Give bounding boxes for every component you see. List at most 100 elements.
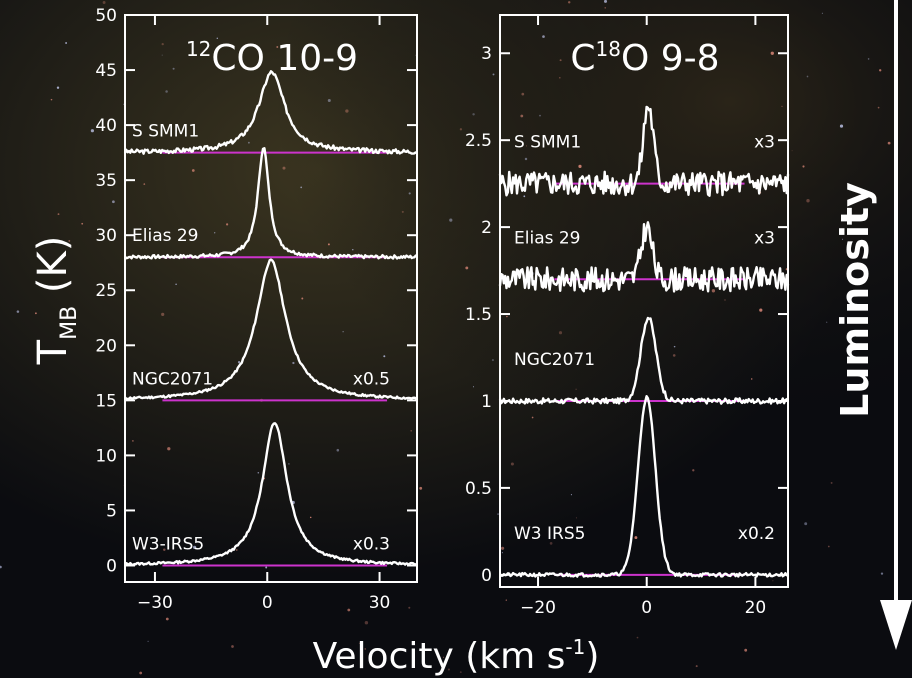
- star: [276, 46, 279, 48]
- y-tick-label: 1: [481, 392, 492, 412]
- star: [364, 621, 369, 625]
- star: [877, 106, 880, 109]
- x-tick-label: −20: [520, 598, 556, 618]
- star: [81, 222, 84, 225]
- star: [68, 239, 71, 242]
- star: [90, 129, 94, 133]
- panel-title-left: 12CO 10-9: [186, 37, 358, 79]
- star: [492, 73, 495, 76]
- star: [804, 522, 808, 526]
- star: [781, 105, 783, 108]
- star: [265, 566, 268, 569]
- star: [791, 150, 793, 152]
- star: [578, 164, 582, 168]
- star: [772, 580, 774, 582]
- star: [559, 77, 561, 79]
- spectrum-line: [124, 422, 418, 567]
- star: [419, 486, 423, 490]
- star: [567, 1, 571, 4]
- star: [575, 517, 577, 519]
- star: [634, 536, 638, 540]
- star: [408, 606, 411, 609]
- title-molecule: O 9-8: [621, 38, 720, 79]
- y-tick-label: 25: [95, 281, 117, 301]
- star: [161, 54, 163, 56]
- star: [214, 232, 216, 234]
- star: [342, 331, 344, 333]
- star: [288, 463, 290, 465]
- star: [521, 92, 525, 96]
- star: [257, 471, 260, 474]
- source-label: Elias 29: [132, 226, 199, 246]
- luminosity-label: Luminosity: [833, 182, 877, 418]
- star: [531, 416, 534, 419]
- star: [401, 210, 404, 213]
- scale-factor-label: x0.3: [353, 534, 390, 554]
- star: [50, 98, 53, 101]
- spectrum-line: [124, 147, 418, 260]
- star: [112, 200, 115, 204]
- x-label-sup: -1: [565, 635, 585, 659]
- star: [558, 356, 560, 358]
- star: [575, 388, 577, 390]
- star: [192, 545, 197, 550]
- y-tick-label: 0: [106, 556, 117, 576]
- star: [336, 448, 340, 452]
- luminosity-arrow-head: [880, 600, 912, 650]
- star: [132, 440, 134, 442]
- spectrum-line: [498, 105, 790, 197]
- y-tick-label: 0.5: [465, 479, 492, 499]
- star: [327, 98, 331, 103]
- star: [147, 640, 149, 643]
- y-tick-label: 2.5: [465, 131, 492, 151]
- star: [501, 546, 505, 550]
- star: [442, 656, 444, 658]
- star: [226, 223, 229, 226]
- star: [839, 124, 844, 128]
- star: [672, 354, 676, 357]
- star: [449, 218, 453, 222]
- star: [880, 572, 884, 575]
- scale-factor-label: x3: [754, 133, 775, 153]
- y-tick-label: 1.5: [465, 305, 492, 325]
- x-tick-label: 0: [641, 598, 652, 618]
- star: [887, 141, 891, 145]
- y-label-sub: MB: [57, 306, 82, 340]
- star: [497, 513, 500, 516]
- star: [501, 552, 503, 554]
- star: [879, 69, 882, 72]
- star: [842, 238, 843, 240]
- star: [0, 565, 2, 569]
- star: [248, 141, 250, 144]
- star: [826, 321, 828, 323]
- x-tick-label: 20: [745, 598, 767, 618]
- star: [491, 359, 494, 362]
- spectrum-line: [124, 258, 418, 401]
- panel-c18o: 0 0.5 1 1.5 2 2.5 3 −20 0 20 S SMM1 x3 Elias 29 x3 NG…: [465, 14, 790, 618]
- y-tick-label: 5: [106, 501, 117, 521]
- star: [559, 59, 562, 62]
- title-molecule: CO 10-9: [211, 38, 358, 79]
- star: [358, 642, 360, 644]
- star: [510, 462, 514, 466]
- spectrum-line: [500, 395, 789, 578]
- y-label-unit: (K): [30, 236, 76, 306]
- panel-12co: 0 5 10 15 20 25 30 35 40 45 50 −30 0 30 S SMM1 Elias 2…: [95, 6, 418, 613]
- source-label: Elias 29: [514, 228, 581, 248]
- y-tick-label: 30: [95, 226, 117, 246]
- star: [524, 157, 528, 161]
- y-tick-label: 15: [95, 391, 117, 411]
- star: [383, 355, 386, 358]
- star: [345, 109, 349, 113]
- star: [759, 308, 763, 312]
- star: [505, 599, 507, 601]
- y-tick-label: 10: [95, 446, 117, 466]
- star: [711, 289, 716, 293]
- star: [472, 113, 475, 116]
- star: [216, 37, 218, 39]
- star: [165, 90, 168, 93]
- y-axis-label: TMB (K): [30, 236, 82, 366]
- title-prefix: C: [570, 38, 595, 79]
- y-tick-label: 50: [95, 6, 117, 26]
- star: [410, 429, 413, 432]
